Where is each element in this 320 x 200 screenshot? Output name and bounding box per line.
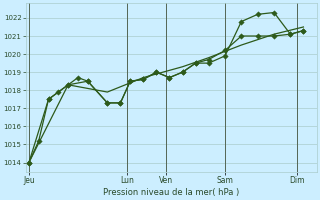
X-axis label: Pression niveau de la mer( hPa ): Pression niveau de la mer( hPa ): [103, 188, 239, 197]
